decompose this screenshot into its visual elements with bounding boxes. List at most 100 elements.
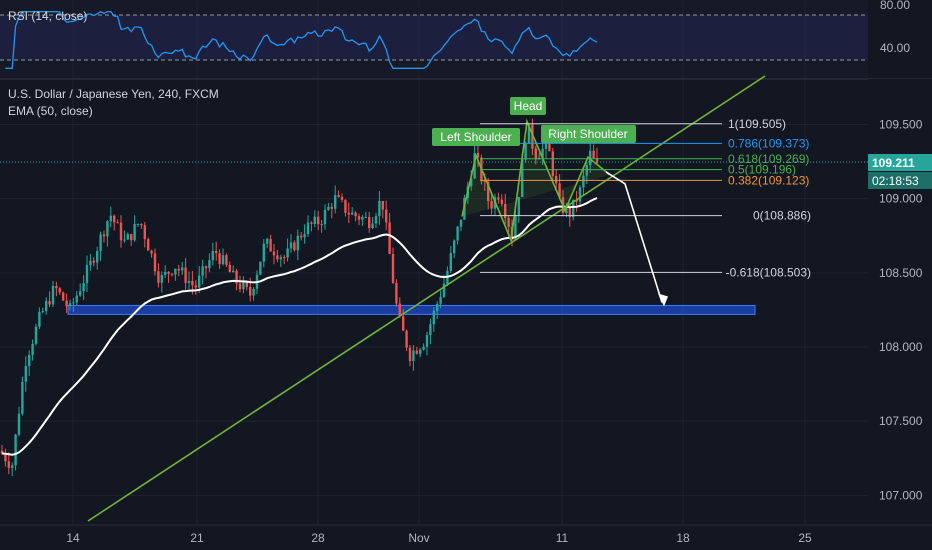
rsi-panel[interactable]: RSI (14, close) 80.00 40.00 (0, 0, 910, 78)
time-tick-4: 11 (556, 531, 569, 545)
candle-body (368, 216, 371, 229)
candle-body (497, 197, 500, 200)
label-left-shoulder-bg (432, 128, 520, 146)
candle-body (221, 255, 225, 265)
candle-body (204, 266, 208, 269)
fib-label-4: 0.382(109.123) (728, 173, 809, 187)
candle-body (582, 175, 585, 188)
candle-body (225, 255, 228, 265)
time-axis[interactable]: 14 21 28 Nov 11 18 25 (66, 531, 812, 545)
candle-body (41, 311, 44, 313)
candle-body (167, 271, 170, 274)
label-left-shoulder[interactable]: Left Shoulder (432, 128, 520, 146)
candle-body (62, 292, 65, 301)
candle-body (259, 261, 262, 275)
rsi-grid (72, 0, 806, 78)
fibonacci-retracement[interactable]: 1(109.505)0.786(109.373)0.618(109.269)0.… (480, 117, 811, 280)
candle-body (201, 266, 204, 276)
candle-body (65, 300, 68, 307)
price-axis[interactable]: 109.500 109.000 108.500 108.000 107.500 107.0… (868, 79, 932, 525)
label-right-shoulder[interactable]: Right Shoulder (541, 125, 636, 143)
projection-arrow[interactable] (605, 171, 668, 307)
main-grid (0, 80, 868, 525)
candle-body (184, 267, 187, 283)
candle-body (48, 301, 51, 305)
candle-body (388, 222, 391, 254)
candle-body (351, 212, 354, 215)
projection-arrow-head (658, 293, 668, 307)
ema-line (1, 197, 598, 456)
candle-body (215, 250, 218, 254)
rsi-band (0, 15, 868, 60)
candle-body (568, 206, 571, 218)
price-axis-bg (868, 79, 932, 525)
rsi-level-40: 40.00 (880, 41, 910, 55)
label-head-text: Head (514, 99, 543, 113)
candle-body (160, 274, 163, 283)
rsi-line (5, 10, 598, 69)
candle-body (534, 148, 537, 160)
candle-body (521, 159, 524, 198)
ema-legend: EMA (50, close) (8, 104, 93, 118)
candle-body (266, 238, 269, 244)
price-tick-2: 108.500 (879, 266, 923, 280)
candle-body (133, 224, 136, 241)
candle-body (147, 239, 150, 251)
symbol-legend: U.S. Dollar / Japanese Yen, 240, FXCM (8, 87, 219, 101)
candle-body (208, 260, 211, 269)
candle-body (357, 216, 361, 220)
candle-body (177, 268, 180, 271)
candle-body (238, 283, 242, 290)
time-tick-3: Nov (408, 531, 429, 545)
candle-body (75, 295, 78, 303)
price-tick-1: 109.000 (879, 192, 923, 206)
candle-body (313, 216, 316, 224)
candle-body (289, 242, 293, 249)
label-head[interactable]: Head (510, 97, 546, 115)
candle-body (106, 221, 109, 237)
candle-body (187, 281, 191, 283)
candle-body (558, 183, 561, 198)
fib-label-6: -0.618(108.503) (726, 265, 811, 279)
candle-body (262, 243, 265, 262)
candle-body (38, 311, 41, 327)
candle-body (385, 209, 388, 223)
candle-body (310, 222, 313, 224)
candle-body (453, 240, 456, 254)
fib-label-5: 0(108.886) (753, 209, 811, 223)
candle-body (391, 253, 395, 284)
head-shoulders-pattern[interactable] (461, 118, 611, 244)
candle-body (170, 273, 174, 275)
countdown-value: 02:18:53 (872, 174, 919, 188)
candle-body (374, 215, 378, 224)
label-right-shoulder-text: Right Shoulder (548, 127, 627, 141)
candle-body (4, 453, 7, 462)
candle-body (395, 283, 398, 304)
time-tick-6: 25 (798, 531, 812, 545)
candle-body (79, 291, 82, 296)
trendline[interactable] (87, 75, 766, 522)
candle-body (228, 264, 231, 273)
candle-body (28, 354, 31, 367)
candle-body (89, 260, 92, 266)
candle-body (504, 203, 507, 218)
candle-body (279, 257, 282, 260)
candle-body (364, 216, 367, 218)
candle-body (92, 260, 95, 263)
candle-body (119, 222, 123, 241)
time-tick-0: 14 (66, 531, 80, 545)
candle-body (102, 234, 106, 237)
candle-body (344, 199, 347, 213)
candle-body (68, 303, 72, 307)
candle-body (174, 268, 177, 275)
candle-body (293, 242, 296, 251)
candle-body (24, 366, 27, 382)
rsi-panel-bg (0, 0, 868, 78)
candle-body (245, 282, 248, 288)
countdown-badge (868, 172, 932, 189)
candle-body (422, 346, 425, 350)
main-panel[interactable]: 1(109.505)0.786(109.373)0.618(109.269)0.… (0, 75, 868, 525)
candle-body (531, 124, 534, 149)
candle-body (130, 234, 133, 241)
